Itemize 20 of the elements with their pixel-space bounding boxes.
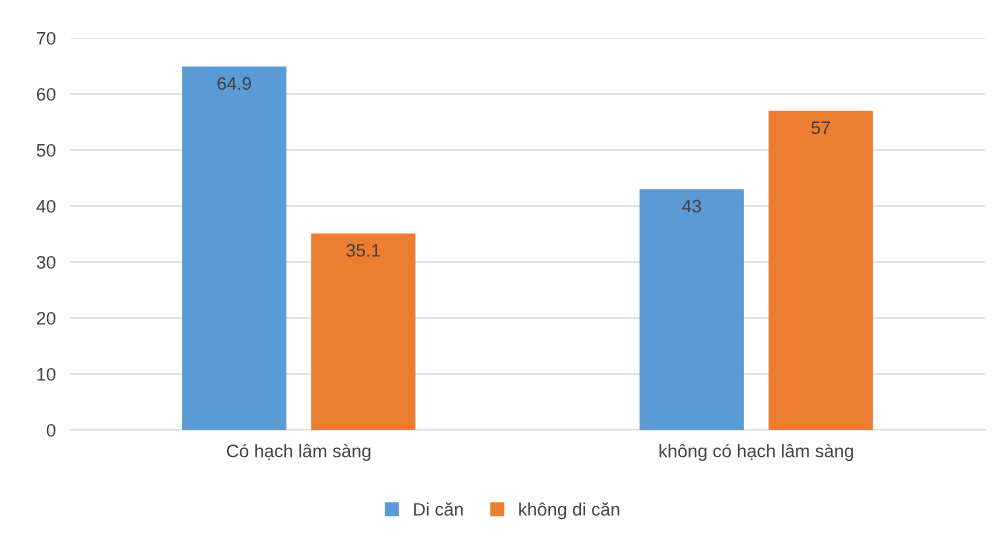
data-label: 57 xyxy=(811,121,830,135)
bar xyxy=(311,233,416,430)
y-tick-label: 10 xyxy=(37,367,56,381)
bar xyxy=(639,189,744,430)
y-tick-label: 40 xyxy=(36,199,56,213)
bar xyxy=(182,66,287,430)
data-label: 35.1 xyxy=(346,244,380,257)
y-tick-label: 20 xyxy=(36,311,56,325)
bar xyxy=(768,110,873,430)
legend-label: Di căn xyxy=(414,502,463,516)
y-tick-label: 50 xyxy=(36,143,56,157)
x-tick-label: Có hạch lâm sàng xyxy=(226,443,371,461)
legend-label: không di căn xyxy=(519,502,620,520)
y-tick-label: 0 xyxy=(46,423,56,437)
data-label: 64.9 xyxy=(217,77,251,90)
y-tick-label: 30 xyxy=(36,255,56,269)
data-label: 43 xyxy=(682,199,701,213)
x-tick-label: không có hạch lâm sàng xyxy=(659,443,853,461)
y-tick-label: 70 xyxy=(36,31,56,45)
y-tick-label: 60 xyxy=(36,87,56,101)
